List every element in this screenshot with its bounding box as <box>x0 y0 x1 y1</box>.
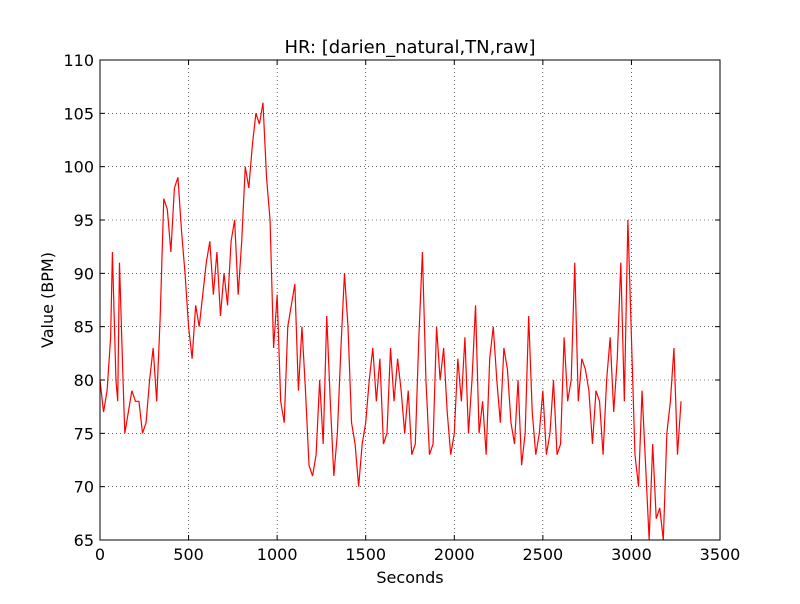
x-tick-label: 2500 <box>522 545 563 564</box>
plot-frame <box>99 59 721 541</box>
y-tick-label: 95 <box>74 211 94 230</box>
x-tick-label: 500 <box>173 545 204 564</box>
x-tick-label: 3500 <box>700 545 741 564</box>
y-tick-label: 70 <box>74 478 94 497</box>
y-tick-label: 110 <box>63 51 94 70</box>
x-tick-label: 1500 <box>345 545 386 564</box>
x-axis-label: Seconds <box>376 568 443 587</box>
y-tick-label: 105 <box>63 104 94 123</box>
y-axis-label: Value (BPM) <box>38 252 57 348</box>
y-tick-label: 65 <box>74 531 94 550</box>
x-tick-label: 0 <box>95 545 105 564</box>
x-tick-label: 2000 <box>434 545 475 564</box>
y-tick-label: 100 <box>63 158 94 177</box>
x-tick-label: 3000 <box>611 545 652 564</box>
y-tick-label: 80 <box>74 371 94 390</box>
x-tick-label: 1000 <box>257 545 298 564</box>
chart-title: HR: [darien_natural,TN,raw] <box>284 37 535 58</box>
y-tick-label: 85 <box>74 318 94 337</box>
data-line <box>99 102 682 541</box>
y-tick-label: 75 <box>74 424 94 443</box>
y-tick-label: 90 <box>74 264 94 283</box>
